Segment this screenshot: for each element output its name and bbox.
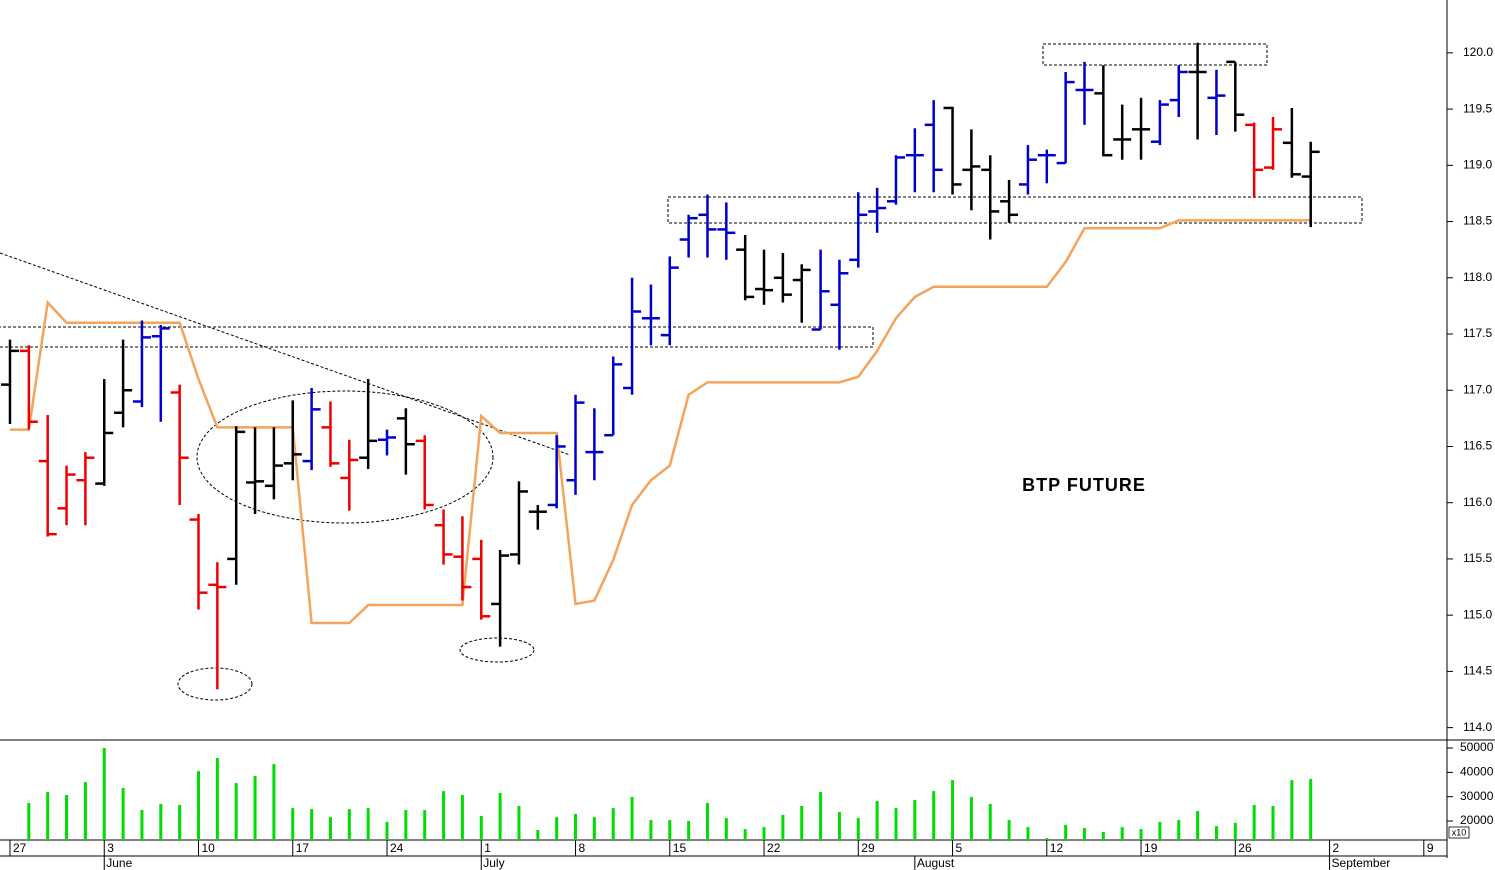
pattern-ellipse [196,390,494,524]
x-tick-label: 9 [1427,841,1434,855]
x-tick-label: 22 [767,841,781,855]
support-box [667,196,1363,224]
x-tick-label: 5 [956,841,963,855]
month-label: August [917,856,955,870]
resistance-box [1042,43,1268,66]
low-ellipse [177,667,253,701]
y-tick-label: 114.0 [1463,720,1492,734]
trend-line [0,252,571,456]
unit-box [1448,826,1470,839]
volume-unit: x10 [1452,827,1467,837]
y-tick-label: 114.5 [1463,664,1492,678]
x-tick-label: 24 [390,841,404,855]
x-tick-label: 8 [579,841,586,855]
y-tick-label: 117.0 [1463,382,1492,396]
y-tick-label: 116.5 [1463,439,1492,453]
y-tick-label: 118.0 [1463,270,1492,284]
x-tick-label: 29 [861,841,875,855]
y-tick-label: 118.5 [1463,214,1492,228]
month-label: September [1332,856,1391,870]
month-label: June [106,856,132,870]
x-tick-label: 12 [1050,841,1064,855]
y-tick-label: 115.0 [1463,607,1492,621]
y-tick-label: 119.0 [1463,157,1492,171]
y2-tick-label: 20000 [1460,813,1494,827]
x-tick-label: 15 [673,841,687,855]
stop-line [9,219,1311,625]
x-tick-label: 19 [1144,841,1158,855]
y-tick-label: 119.5 [1463,101,1492,115]
y-tick-label: 115.5 [1463,551,1492,565]
x-tick-label: 26 [1238,841,1252,855]
x-tick-label: 1 [484,841,491,855]
month-label: July [483,856,504,870]
resistance-box [0,326,874,348]
y2-tick-label: 30000 [1460,789,1494,803]
x-tick-label: 17 [296,841,310,855]
x-tick-label: 2 [1333,841,1340,855]
y-tick-label: 120.0 [1463,45,1493,59]
y-tick-label: 117.5 [1463,326,1492,340]
y2-tick-label: 50000 [1460,740,1494,754]
low-ellipse [459,637,535,663]
x-tick-label: 3 [107,841,114,855]
annotation: BTP FUTURE [1022,475,1146,495]
x-tick-label: 10 [202,841,216,855]
y-tick-label: 116.0 [1463,495,1492,509]
y2-tick-label: 40000 [1460,765,1494,779]
x-tick-label: 27 [13,841,27,855]
